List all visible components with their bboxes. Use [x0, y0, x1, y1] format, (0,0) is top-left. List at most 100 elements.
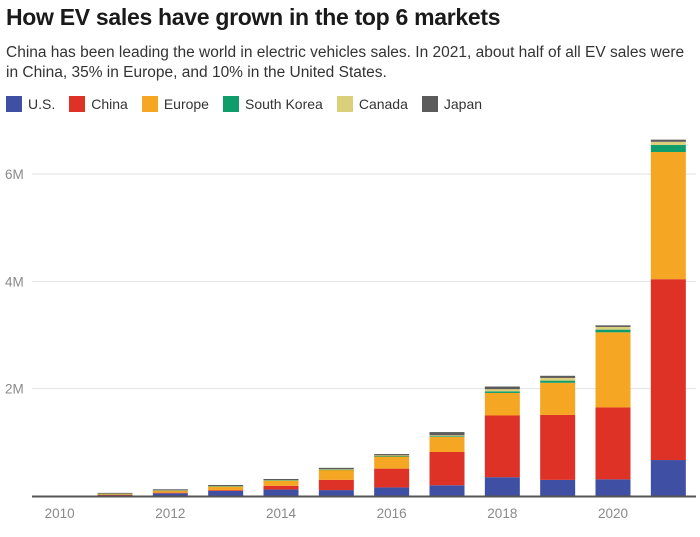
- bar-group-2016: [374, 454, 410, 496]
- bar-segment-europe-2020: [595, 332, 631, 408]
- bar-group-2014: [263, 478, 299, 496]
- x-tick-label: 2016: [377, 506, 407, 521]
- bar-segment-china-2013: [208, 490, 244, 491]
- bar-segment-south-korea-2018: [484, 391, 520, 393]
- bar-segment-japan-2021: [650, 139, 686, 142]
- bar-segment-canada-2020: [595, 326, 631, 330]
- bar-segment-canada-2018: [484, 389, 520, 392]
- bar-segment-europe-2015: [318, 469, 354, 480]
- bar-segment-china-2015: [318, 479, 354, 491]
- legend-swatch-south-korea: [222, 96, 239, 112]
- bar-segment-japan-2017: [429, 432, 465, 436]
- bar-segment-europe-2017: [429, 436, 465, 452]
- bar-group-2012: [152, 489, 188, 496]
- bar-segment-china-2018: [484, 415, 520, 478]
- legend-label-japan: Japan: [443, 96, 483, 112]
- bar-segment-canada-2011: [97, 493, 133, 495]
- bar-group-2018: [484, 386, 520, 496]
- bar-segment-canada-2016: [374, 455, 410, 457]
- y-axis-labels: 2M 4M 6M: [5, 167, 24, 397]
- legend-item-europe: Europe: [141, 96, 209, 112]
- bar-segment-china-2014: [263, 485, 299, 490]
- bar-segment-u-s--2019: [540, 479, 576, 496]
- bar-segment-china-2011: [97, 494, 133, 496]
- legend-item-china: China: [69, 96, 128, 112]
- x-tick-label: 2010: [45, 506, 75, 521]
- bar-segment-europe-2013: [208, 486, 244, 491]
- y-tick-label: 4M: [5, 274, 24, 289]
- bar-segment-china-2020: [595, 407, 631, 480]
- bar-group-2015: [318, 467, 354, 496]
- y-tick-label: 6M: [5, 167, 24, 182]
- bar-segment-japan-2011: [97, 492, 133, 494]
- bar-segment-canada-2012: [152, 490, 188, 491]
- legend-swatch-china: [69, 96, 86, 112]
- bar-segment-japan-2020: [595, 325, 631, 327]
- bar-segment-europe-2016: [374, 456, 410, 469]
- bar-segment-japan-2016: [374, 454, 410, 456]
- y-tick-label: 2M: [5, 382, 24, 397]
- bar-segment-u-s--2012: [152, 493, 188, 496]
- legend-item-canada: Canada: [336, 96, 408, 112]
- bar-segment-u-s--2013: [208, 490, 244, 496]
- bar-segment-japan-2014: [263, 478, 299, 481]
- bar-group-2021: [650, 139, 686, 496]
- bars: [97, 139, 686, 496]
- bar-group-2017: [429, 432, 465, 496]
- legend-label-china: China: [91, 96, 128, 112]
- bar-segment-europe-2018: [484, 392, 520, 416]
- chart-subtitle: China has been leading the world in elec…: [6, 44, 685, 81]
- legend-swatch-us: [6, 96, 22, 112]
- bar-segment-europe-2019: [540, 382, 576, 415]
- bar-segment-south-korea-2016: [374, 456, 410, 457]
- legend-swatch-europe: [141, 96, 158, 112]
- x-tick-label: 2018: [487, 506, 517, 521]
- bar-segment-china-2019: [540, 414, 576, 480]
- bar-segment-u-s--2017: [429, 485, 465, 496]
- bar-segment-south-korea-2020: [595, 329, 631, 333]
- bar-segment-europe-2012: [152, 490, 188, 493]
- bar-group-2020: [595, 325, 631, 496]
- legend-item-us: U.S.: [6, 96, 55, 112]
- bar-segment-china-2012: [152, 492, 188, 494]
- gridlines: [32, 173, 696, 390]
- bar-segment-china-2017: [429, 451, 465, 486]
- bar-segment-u-s--2021: [650, 460, 686, 496]
- bar-segment-japan-2012: [152, 489, 188, 491]
- bar-segment-south-korea-2019: [540, 380, 576, 383]
- bar-segment-europe-2014: [263, 480, 299, 486]
- bar-segment-u-s--2018: [484, 477, 520, 496]
- bar-segment-canada-2017: [429, 435, 465, 437]
- bar-segment-canada-2013: [208, 486, 244, 487]
- legend: U.S. China Europe South Korea Canada Jap…: [6, 96, 496, 112]
- bar-segment-south-korea-2017: [429, 436, 465, 437]
- x-tick-label: 2012: [155, 506, 185, 521]
- bar-segment-china-2021: [650, 279, 686, 461]
- bar-segment-canada-2021: [650, 141, 686, 146]
- bar-segment-south-korea-2015: [318, 469, 354, 471]
- bar-segment-japan-2019: [540, 375, 576, 378]
- bar-segment-canada-2019: [540, 377, 576, 381]
- chart-title: How EV sales have grown in the top 6 mar…: [6, 4, 501, 30]
- x-axis-labels: 2010 2012 2014 2016 2018 2020: [45, 506, 628, 521]
- bar-segment-japan-2015: [318, 467, 354, 470]
- bar-segment-u-s--2016: [374, 487, 410, 496]
- bar-segment-europe-2021: [650, 151, 686, 280]
- bar-segment-china-2016: [374, 468, 410, 488]
- legend-item-south-korea: South Korea: [222, 96, 323, 112]
- bar-group-2013: [208, 484, 244, 496]
- bar-segment-canada-2014: [263, 480, 299, 481]
- legend-label-south-korea: South Korea: [244, 96, 323, 112]
- bar-group-2019: [540, 375, 576, 496]
- bar-segment-japan-2018: [484, 386, 520, 390]
- bar-segment-canada-2015: [318, 469, 354, 470]
- bar-segment-u-s--2015: [318, 490, 354, 496]
- bar-segment-south-korea-2021: [650, 145, 686, 152]
- legend-label-us: U.S.: [28, 96, 56, 112]
- legend-swatch-japan: [421, 96, 438, 112]
- legend-item-japan: Japan: [421, 96, 483, 112]
- x-tick-label: 2014: [266, 506, 297, 521]
- bar-segment-u-s--2020: [595, 479, 631, 496]
- bar-segment-japan-2013: [208, 484, 244, 487]
